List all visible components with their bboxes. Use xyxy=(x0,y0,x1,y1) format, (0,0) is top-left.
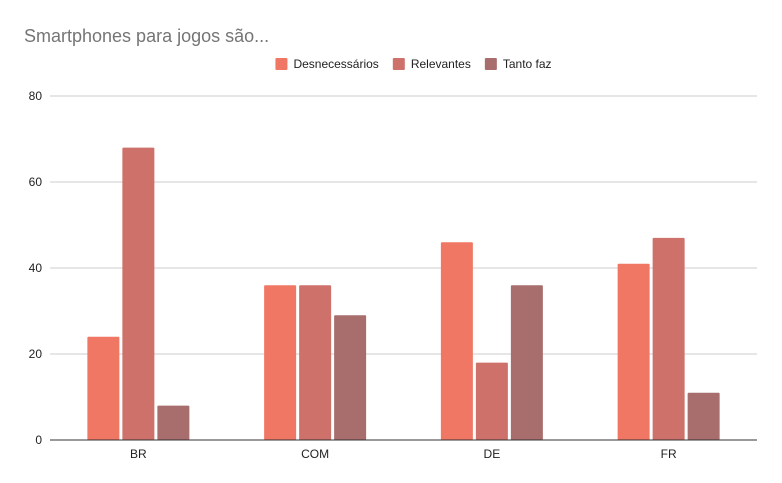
y-axis: 0 20 40 60 80 xyxy=(29,89,43,447)
bar-com-series-3 xyxy=(334,315,367,440)
legend-label: Desnecessários xyxy=(293,57,378,71)
gridlines xyxy=(50,95,757,355)
bar-de-series-3 xyxy=(510,285,543,440)
legend-label: Relevantes xyxy=(411,57,471,71)
legend-swatch xyxy=(484,58,497,70)
bars xyxy=(87,147,720,440)
bar-br-series-3 xyxy=(157,405,190,440)
y-tick-label: 80 xyxy=(29,89,43,103)
legend-swatch xyxy=(275,58,288,70)
legend-item: Tanto faz xyxy=(484,57,552,71)
legend-item: Relevantes xyxy=(392,57,471,71)
x-tick-label: BR xyxy=(130,447,147,461)
x-tick-label: FR xyxy=(661,447,677,461)
x-axis: BR COM DE FR xyxy=(50,439,757,461)
bar-de-series-1 xyxy=(440,242,473,440)
y-tick-label: 40 xyxy=(29,261,43,275)
chart-title: Smartphones para jogos são... xyxy=(24,26,269,46)
bar-com-series-2 xyxy=(299,285,332,440)
legend: Desnecessários Relevantes Tanto faz xyxy=(275,57,552,71)
bar-de-series-2 xyxy=(475,362,508,440)
x-tick-label: DE xyxy=(484,447,501,461)
y-tick-label: 0 xyxy=(35,433,42,447)
bar-br-series-1 xyxy=(87,336,120,440)
legend-label: Tanto faz xyxy=(503,57,552,71)
bar-com-series-1 xyxy=(264,285,297,440)
bar-fr-series-2 xyxy=(652,237,685,440)
bar-fr-series-1 xyxy=(617,263,650,440)
legend-swatch xyxy=(392,58,405,70)
x-tick-label: COM xyxy=(301,447,329,461)
y-tick-label: 20 xyxy=(29,347,43,361)
bar-fr-series-3 xyxy=(687,392,720,440)
y-tick-label: 60 xyxy=(29,175,43,189)
bar-br-series-2 xyxy=(122,147,155,440)
legend-item: Desnecessários xyxy=(275,57,379,71)
